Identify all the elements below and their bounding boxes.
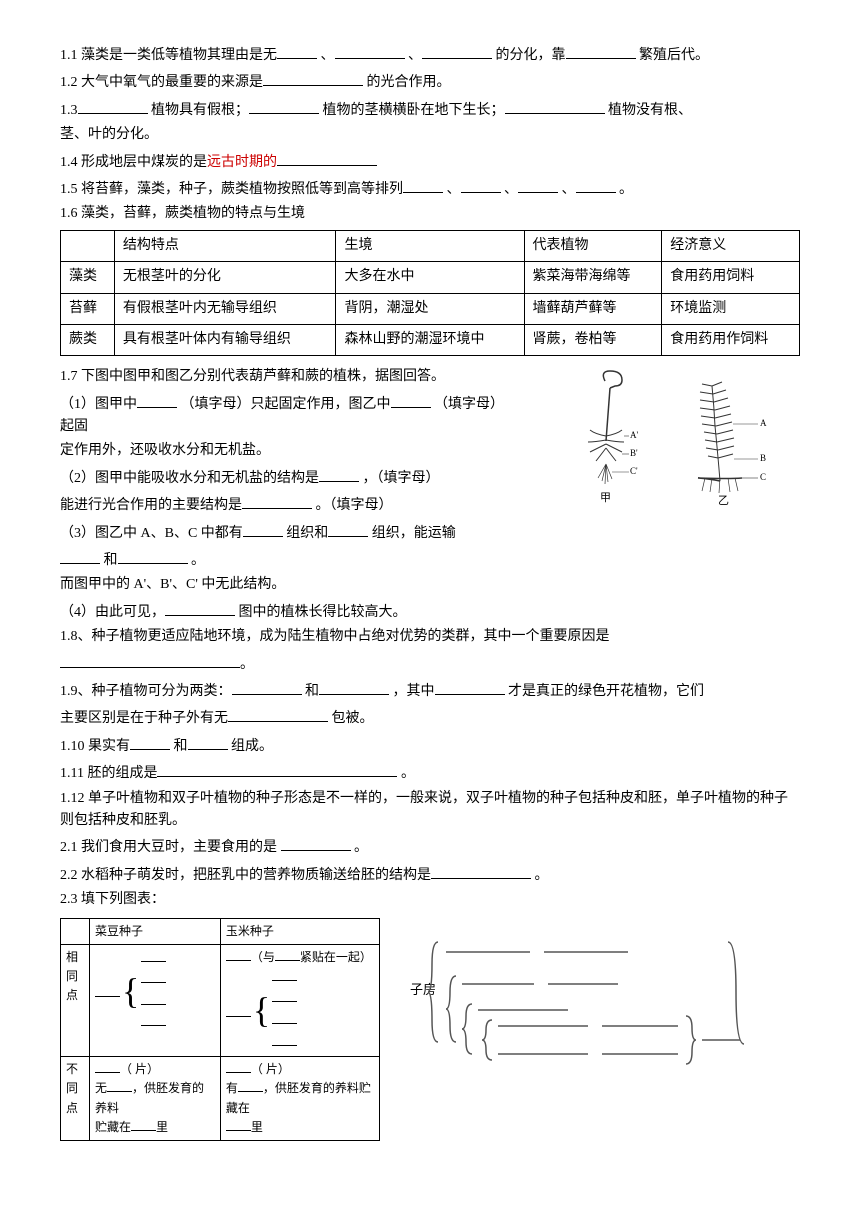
q1-5: 1.5 将苔藓，藻类，种子，蕨类植物按照低等到高等排列 、 、 、 。 — [60, 176, 800, 201]
blank — [391, 391, 431, 408]
blank — [335, 42, 405, 59]
q2-3: 2.3 填下列图表： — [60, 889, 800, 911]
q1-3-cont: 茎、叶的分化。 — [60, 124, 800, 146]
blank — [422, 42, 492, 59]
cell: 环境监测 — [662, 293, 800, 324]
q2-1: 2.1 我们食用大豆时，主要食用的是 。 — [60, 834, 800, 859]
cell: 苔藓 — [61, 293, 115, 324]
th-struct: 结构特点 — [114, 230, 336, 261]
label-A: A — [760, 418, 767, 428]
q1-7-wrapper: 1.7 下图中图甲和图乙分别代表葫芦藓和蕨的植株，据图回答。 （1）图甲中 （填… — [60, 366, 800, 624]
cell-caidou-same: { — [90, 944, 221, 1057]
cell: 背阴，潮湿处 — [336, 293, 524, 324]
cell-caidou-diff: （ 片） 无，供胚发育的养料 贮藏在里 — [90, 1057, 221, 1141]
q1-6: 1.6 藻类，苔藓，蕨类植物的特点与生境 — [60, 203, 800, 225]
row-same: 相同点 — [61, 944, 90, 1057]
cell: 肾蕨，卷柏等 — [524, 324, 662, 355]
bottom-section: 菜豆种子 玉米种子 相同点 { （与紧贴在一起） — [60, 914, 800, 1152]
cell: 大多在水中 — [336, 262, 524, 293]
blank — [243, 520, 283, 537]
blank — [157, 760, 397, 777]
blank — [118, 547, 188, 564]
blank — [232, 678, 302, 695]
blank — [242, 492, 312, 509]
q1-7-figures: A' B' C' 甲 A — [550, 366, 810, 512]
blank — [461, 176, 501, 193]
blank — [328, 520, 368, 537]
q1-1: 1.1 藻类是一类低等植物其理由是无 、 、 的分化，靠 繁殖后代。 — [60, 42, 800, 67]
table-plant-features: 结构特点 生境 代表植物 经济意义 藻类 无根茎叶的分化 大多在水中 紫菜海带海… — [60, 230, 800, 357]
blank — [277, 42, 317, 59]
blank — [249, 97, 319, 114]
label-jia: 甲 — [600, 492, 611, 504]
figure-jia: A' B' C' 甲 — [550, 366, 660, 512]
blank — [60, 547, 100, 564]
blank — [431, 862, 531, 879]
cell: 墙藓葫芦藓等 — [524, 293, 662, 324]
cell: 紫菜海带海绵等 — [524, 262, 662, 293]
cell: 藻类 — [61, 262, 115, 293]
blank — [165, 599, 235, 616]
q1-8: 1.8、种子植物更适应陆地环境，成为陆生植物中占绝对优势的类群，其中一个重要原因… — [60, 626, 800, 648]
th-blank — [61, 230, 115, 261]
q1-11: 1.11 胚的组成是 。 — [60, 760, 800, 785]
cell-yumi-diff: （ 片） 有，供胚发育的养料贮藏在 里 — [220, 1057, 379, 1141]
blank — [281, 834, 351, 851]
q1-10: 1.10 果实有 和 组成。 — [60, 733, 800, 758]
th-caidou: 菜豆种子 — [90, 918, 221, 944]
blank — [566, 42, 636, 59]
cell: 森林山野的潮湿环境中 — [336, 324, 524, 355]
q2-2: 2.2 水稻种子萌发时，把胚乳中的营养物质输送给胚的结构是 。 — [60, 862, 800, 887]
blank — [505, 97, 605, 114]
cell: 无根茎叶的分化 — [114, 262, 336, 293]
th-habitat: 生境 — [336, 230, 524, 261]
blank — [435, 678, 505, 695]
label-a-prime: A' — [630, 430, 638, 440]
q1-4: 1.4 形成地层中煤炭的是远古时期的 — [60, 149, 800, 174]
th-rep: 代表植物 — [524, 230, 662, 261]
ovary-diagram: 子房 — [410, 914, 750, 1081]
blank — [319, 465, 359, 482]
q1-2: 1.2 大气中氧气的最重要的来源是 的光合作用。 — [60, 69, 800, 94]
row-diff: 不同点 — [61, 1057, 90, 1141]
cell-yumi-same: （与紧贴在一起） { — [220, 944, 379, 1057]
blank — [263, 69, 363, 86]
cell: 食用药用饲料 — [662, 262, 800, 293]
cell: 蕨类 — [61, 324, 115, 355]
blank — [277, 149, 377, 166]
blank — [137, 391, 177, 408]
cell: 具有根茎叶体内有输导组织 — [114, 324, 336, 355]
blank — [403, 176, 443, 193]
label-yi: 乙 — [718, 494, 729, 506]
q1-7-text: 1.7 下图中图甲和图乙分别代表葫芦藓和蕨的植株，据图回答。 （1）图甲中 （填… — [60, 366, 500, 624]
blank — [518, 176, 558, 193]
blank — [78, 97, 148, 114]
q1-3: 1.3 植物具有假根； 植物的茎横横卧在地下生长； 植物没有根、 — [60, 97, 800, 122]
th-econ: 经济意义 — [662, 230, 800, 261]
cell: 有假根茎叶内无输导组织 — [114, 293, 336, 324]
blank — [130, 733, 170, 750]
label-B: B — [760, 453, 766, 463]
blank — [228, 705, 328, 722]
label-c-prime: C' — [630, 466, 638, 476]
blank — [576, 176, 616, 193]
label-zifang: 子房 — [410, 982, 436, 997]
th-yumi: 玉米种子 — [220, 918, 379, 944]
blank — [188, 733, 228, 750]
figure-yi: A B C 乙 — [660, 366, 800, 512]
label-C: C — [760, 472, 766, 482]
q1-8-blank: 。 — [60, 651, 800, 676]
cell: 食用药用作饲料 — [662, 324, 800, 355]
blank — [319, 678, 389, 695]
table-seeds: 菜豆种子 玉米种子 相同点 { （与紧贴在一起） — [60, 918, 380, 1142]
q1-9-cont: 主要区别是在于种子外有无 包被。 — [60, 705, 800, 730]
label-b-prime: B' — [630, 448, 638, 458]
blank — [60, 651, 240, 668]
th-blank — [61, 918, 90, 944]
q1-12: 1.12 单子叶植物和双子叶植物的种子形态是不一样的，一般来说，双子叶植物的种子… — [60, 788, 800, 833]
q1-9: 1.9、种子植物可分为两类： 和 ，其中 才是真正的绿色开花植物，它们 — [60, 678, 800, 703]
